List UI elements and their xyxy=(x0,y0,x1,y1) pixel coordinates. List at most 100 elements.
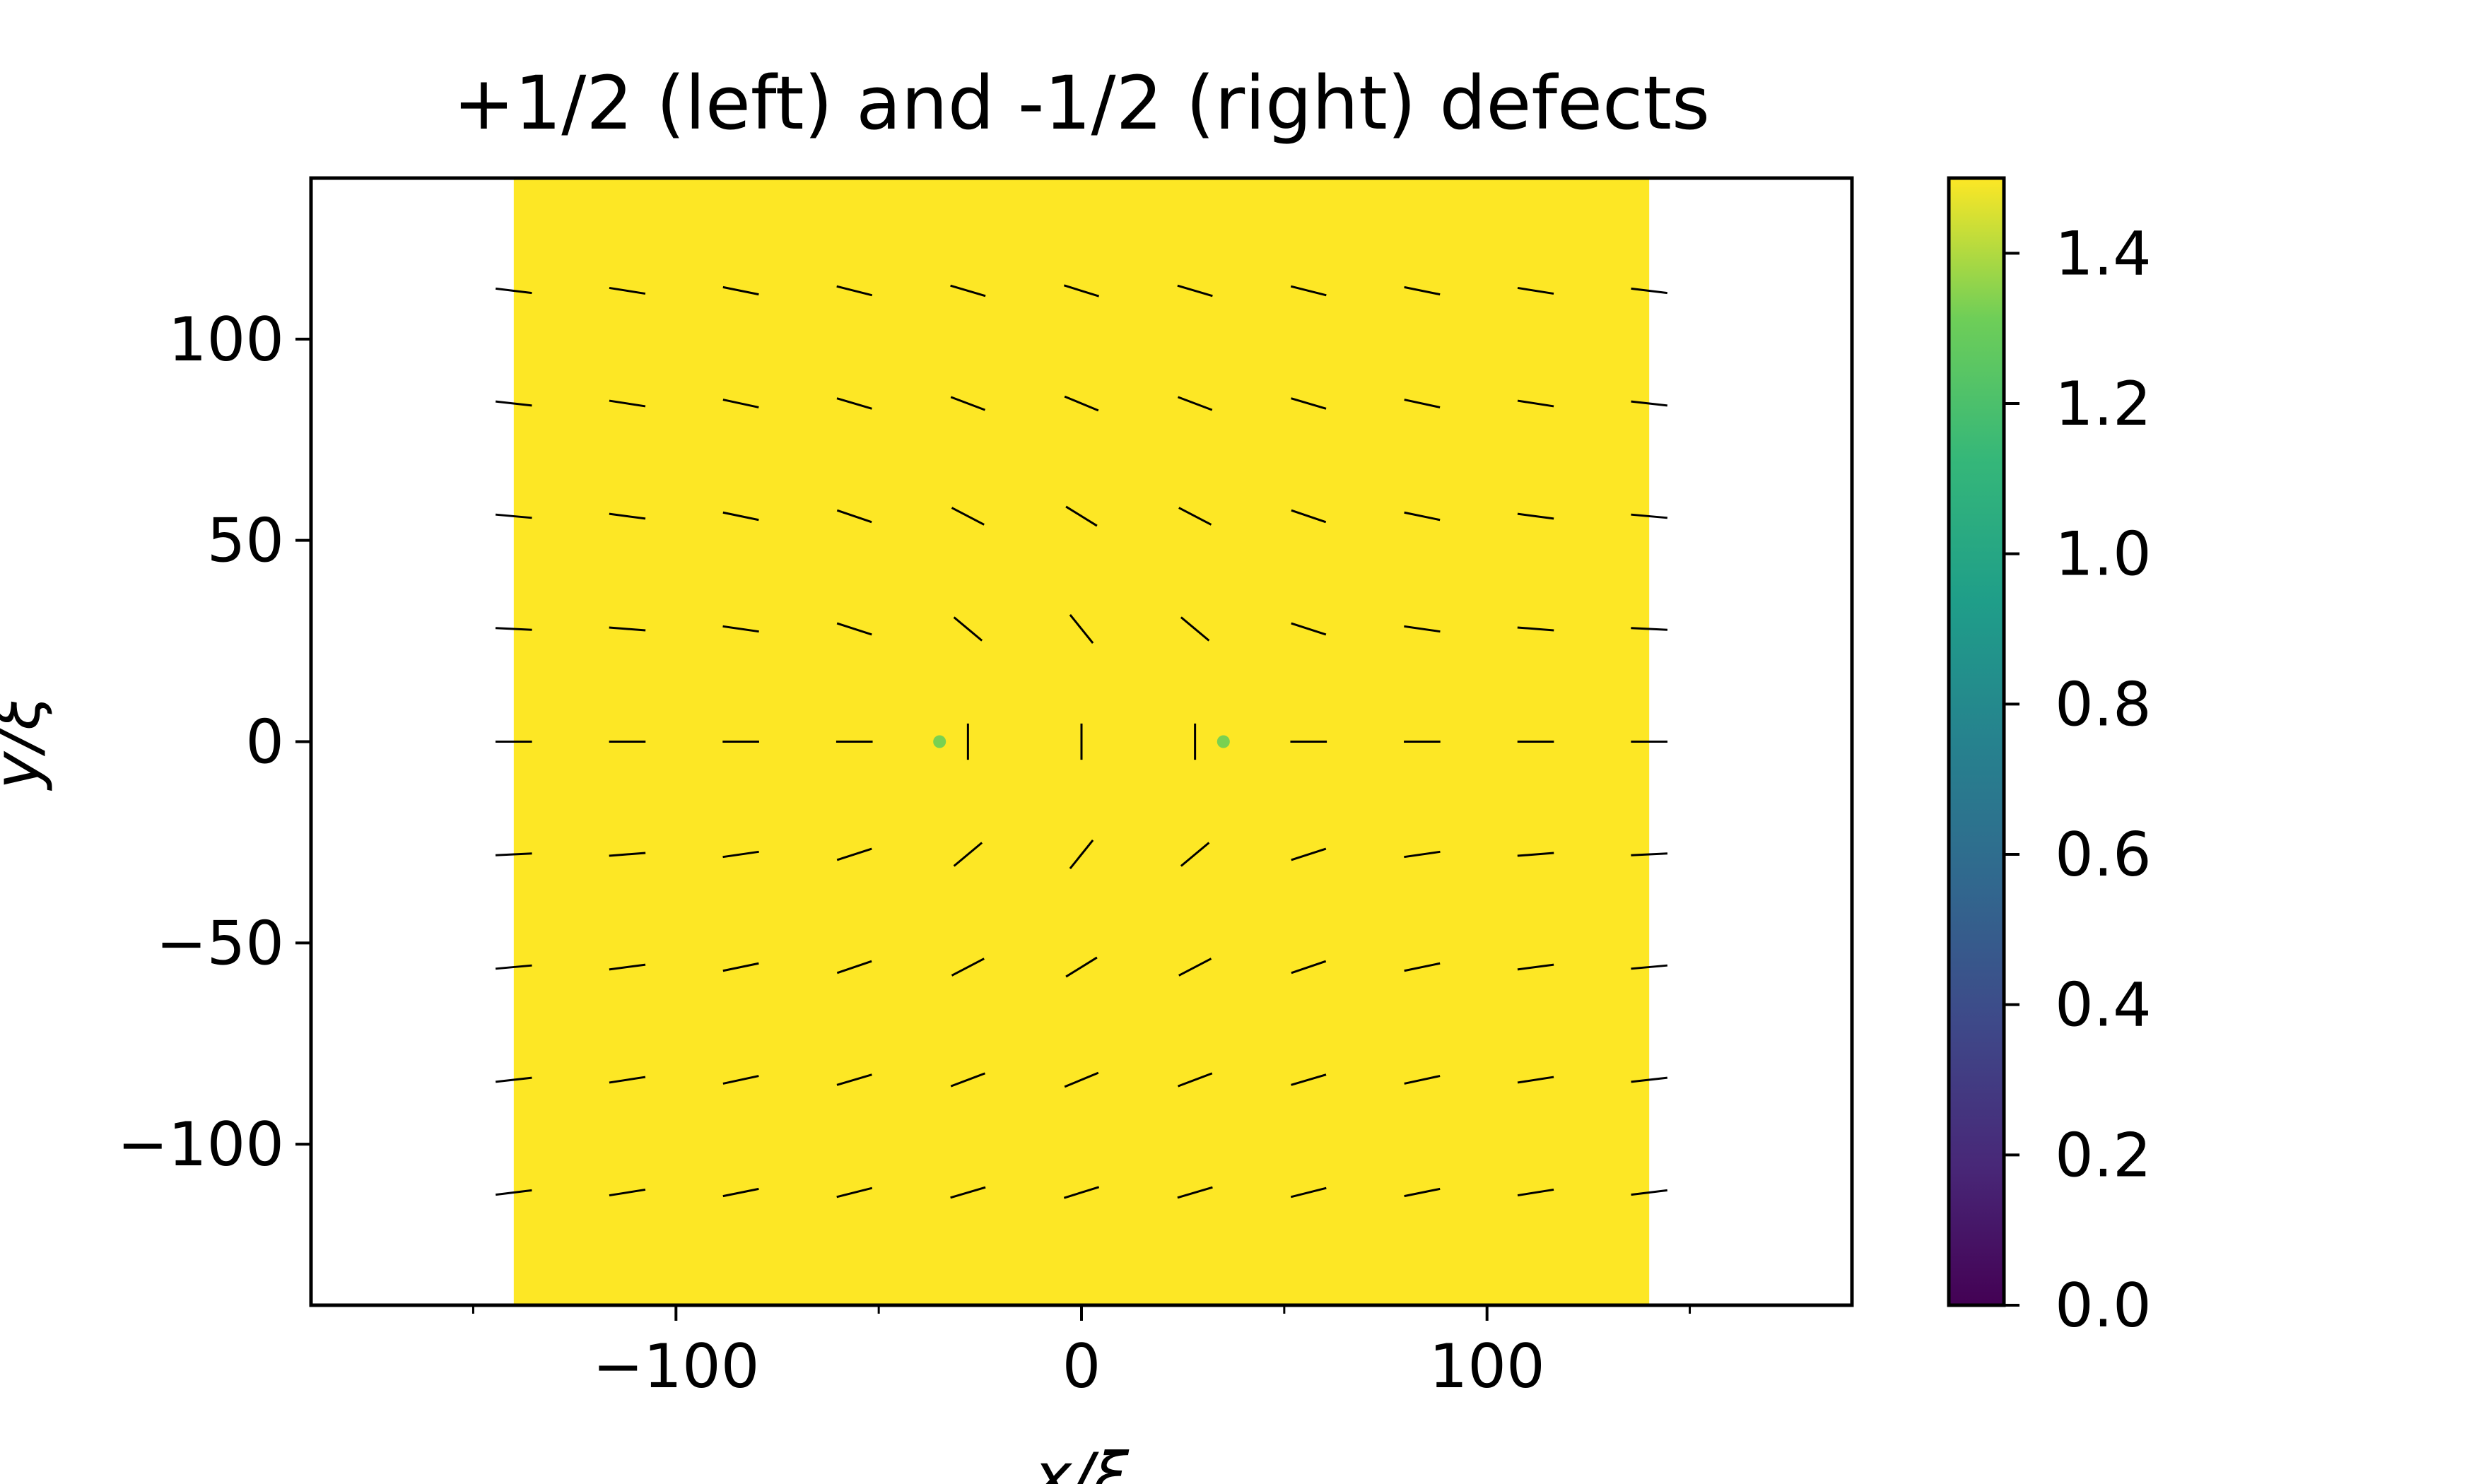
director-segment xyxy=(722,625,759,633)
colorbar-gradient xyxy=(1947,176,2006,1307)
director-segment xyxy=(496,1189,532,1196)
director-segment xyxy=(1631,1076,1667,1083)
director-segment xyxy=(836,1186,873,1199)
director-segment xyxy=(951,958,985,977)
director-segment xyxy=(1065,505,1098,527)
director-segment xyxy=(1631,1189,1667,1196)
director-segment xyxy=(1291,847,1327,861)
director-segment xyxy=(1404,511,1441,522)
director-segment xyxy=(1178,507,1212,526)
director-segment xyxy=(1064,395,1099,412)
director-segment xyxy=(836,960,872,974)
director-segment xyxy=(1180,616,1210,642)
director-segment xyxy=(1517,626,1554,632)
director-segment xyxy=(1178,958,1212,977)
director-segment xyxy=(836,622,872,636)
director-segment xyxy=(836,397,872,410)
director-segment xyxy=(1404,625,1441,633)
director-segment xyxy=(1180,842,1210,867)
colorbar-tick-label: 1.0 xyxy=(2055,519,2152,590)
director-segment xyxy=(722,1075,759,1085)
director-segment xyxy=(495,513,532,519)
director-segment xyxy=(1631,852,1668,856)
director-segment xyxy=(722,285,759,296)
director-segment xyxy=(836,847,872,861)
colorbar-ticks: 0.0 0.2 0.4 0.6 0.8 1.0 1.2 1.4 xyxy=(2004,218,2152,1341)
director-segment xyxy=(836,285,873,297)
director-segment xyxy=(722,511,759,522)
y-tick-label: −50 xyxy=(156,908,285,979)
director-segment xyxy=(1631,513,1668,519)
director-segment xyxy=(836,1073,872,1086)
director-segment xyxy=(722,850,759,859)
director-segment xyxy=(609,1076,646,1084)
director-segment xyxy=(1291,622,1327,636)
y-tick-label: 100 xyxy=(168,305,284,375)
director-segment xyxy=(496,287,532,295)
director-segment xyxy=(1517,1188,1554,1197)
director-segment xyxy=(1064,1071,1099,1088)
director-segment xyxy=(495,964,532,970)
director-segment xyxy=(1177,1186,1213,1199)
director-segment xyxy=(495,852,532,856)
director-segment xyxy=(1517,852,1554,857)
director-segment xyxy=(1404,850,1441,859)
director-segment xyxy=(1631,627,1668,631)
colorbar-tick-label: 0.2 xyxy=(2055,1120,2152,1191)
director-segment xyxy=(1291,509,1327,524)
director-segment xyxy=(1291,1073,1327,1086)
director-segment xyxy=(1517,963,1554,971)
director-segment xyxy=(496,1076,532,1083)
colorbar-tick-label: 0.8 xyxy=(2055,669,2152,740)
director-segment xyxy=(1065,956,1098,978)
director-segment xyxy=(1404,285,1441,296)
director-segment xyxy=(1291,960,1327,974)
colorbar-tick-label: 0.6 xyxy=(2055,820,2152,890)
director-segment xyxy=(496,400,532,407)
x-tick-label: −100 xyxy=(592,1331,759,1402)
x-tick-label: 0 xyxy=(1062,1331,1101,1402)
x-axis: −100 0 100 xyxy=(471,1305,1692,1402)
director-segment xyxy=(1290,1186,1327,1199)
director-segment xyxy=(953,842,983,867)
director-segment xyxy=(1517,1076,1554,1084)
director-segment xyxy=(950,1186,986,1199)
director-segment xyxy=(953,616,983,642)
chart-title: +1/2 (left) and -1/2 (right) defects xyxy=(453,60,1710,146)
director-segment xyxy=(495,627,532,631)
director-segment xyxy=(1063,284,1100,298)
colorbar-tick-label: 1.4 xyxy=(2055,218,2152,289)
director-segment xyxy=(1177,284,1213,298)
director-segment xyxy=(950,1072,986,1088)
director-segment xyxy=(1290,285,1327,297)
director-segment xyxy=(722,1187,759,1198)
director-segment xyxy=(950,284,986,298)
director-segment xyxy=(722,399,759,408)
director-field xyxy=(495,284,1668,1199)
director-segment xyxy=(609,399,646,408)
director-segment xyxy=(609,286,646,295)
y-tick-label: 50 xyxy=(207,506,284,577)
director-segment xyxy=(1631,287,1667,295)
y-tick-label: −100 xyxy=(117,1109,284,1180)
director-segment xyxy=(1517,399,1554,408)
director-segment xyxy=(1177,396,1213,411)
director-segment xyxy=(722,962,759,972)
director-segment xyxy=(1517,286,1554,295)
director-segment xyxy=(1404,1187,1441,1198)
director-segment xyxy=(1063,1186,1100,1199)
defect-core-minus-half xyxy=(1217,735,1230,748)
director-segment xyxy=(1069,840,1094,869)
colorbar-tick-label: 1.2 xyxy=(2055,369,2152,440)
y-tick-label: 0 xyxy=(245,707,284,778)
director-segment xyxy=(609,1188,646,1197)
director-segment xyxy=(1069,614,1094,644)
director-segment xyxy=(1291,397,1327,410)
director-segment xyxy=(1631,400,1667,407)
director-segment xyxy=(1404,1075,1441,1085)
colorbar: 0.0 0.2 0.4 0.6 0.8 1.0 1.2 1.4 xyxy=(1947,176,2152,1341)
y-axis: 100 50 0 −50 −100 xyxy=(117,305,311,1180)
director-segment xyxy=(1404,399,1441,408)
director-segment xyxy=(950,396,986,411)
